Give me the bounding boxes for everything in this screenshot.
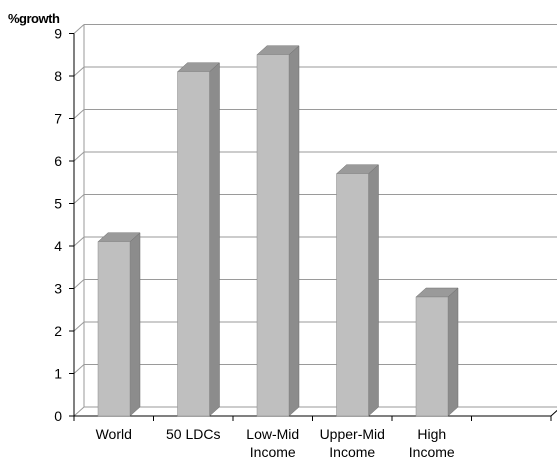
gridline-connector-5 (73, 194, 85, 204)
gridline-connector-1 (73, 364, 85, 374)
x-tick-label-4: High Income (409, 426, 455, 460)
y-axis-label: %growth (8, 11, 60, 26)
y-tick-label-4: 4 (54, 238, 62, 254)
x-tick-label-0: World (96, 426, 132, 442)
x-tick-label-line: Low-Mid (246, 426, 299, 442)
x-tick-label-line: World (96, 426, 132, 442)
bar-front-2 (256, 54, 290, 417)
bar-side-4 (447, 287, 459, 417)
x-tick-label-line: Income (329, 444, 375, 460)
x-axis-depth-edge (550, 409, 557, 417)
y-tick-label-8: 8 (54, 68, 62, 84)
bar-front-0 (97, 241, 131, 417)
bar-4 (415, 287, 459, 417)
gridline-connector-8 (73, 66, 85, 77)
x-tick-label-line: Upper-Mid (320, 426, 385, 442)
x-tick-label-line: Income (409, 444, 455, 460)
y-tick-label-0: 0 (54, 408, 62, 424)
x-tick-label-3: Upper-Mid Income (320, 426, 385, 460)
bar-front-1 (177, 71, 210, 417)
y-tick-label-9: 9 (54, 26, 62, 42)
bar-1 (176, 62, 221, 417)
gridline-connector-4 (73, 236, 85, 247)
y-tick-label-6: 6 (54, 153, 62, 169)
x-tick-label-line: High (417, 426, 446, 442)
gridline-connector-0 (73, 406, 85, 417)
x-tick-label-line: 50 LDCs (166, 426, 220, 442)
y-tick-label-2: 2 (54, 323, 62, 339)
bar-side-0 (129, 232, 141, 417)
x-tick-label-1: 50 LDCs (166, 426, 220, 442)
bar-side-2 (288, 45, 300, 417)
axes (69, 24, 557, 421)
bar-side-3 (368, 164, 379, 417)
gridlines (73, 24, 557, 417)
bar-front-3 (336, 173, 369, 417)
gridline-connector-2 (73, 321, 85, 332)
bars (97, 45, 459, 417)
bar-front-4 (415, 296, 449, 417)
y-tick-label-7: 7 (54, 111, 62, 127)
y-tick-label-5: 5 (54, 196, 62, 212)
bar-side-1 (209, 62, 220, 417)
gridline-connector-3 (73, 279, 85, 289)
gridline-connector-7 (73, 109, 85, 119)
x-tick-label-2: Low-Mid Income (246, 426, 299, 460)
bar-0 (97, 232, 141, 417)
x-tick-label-line: Income (250, 444, 296, 460)
bar-3 (335, 164, 380, 417)
y-tick-label-3: 3 (54, 281, 62, 297)
y-tick-label-1: 1 (54, 366, 62, 382)
gridline-connector-6 (73, 151, 85, 162)
gridline-connector-9 (73, 24, 85, 34)
bar-2 (256, 45, 300, 417)
